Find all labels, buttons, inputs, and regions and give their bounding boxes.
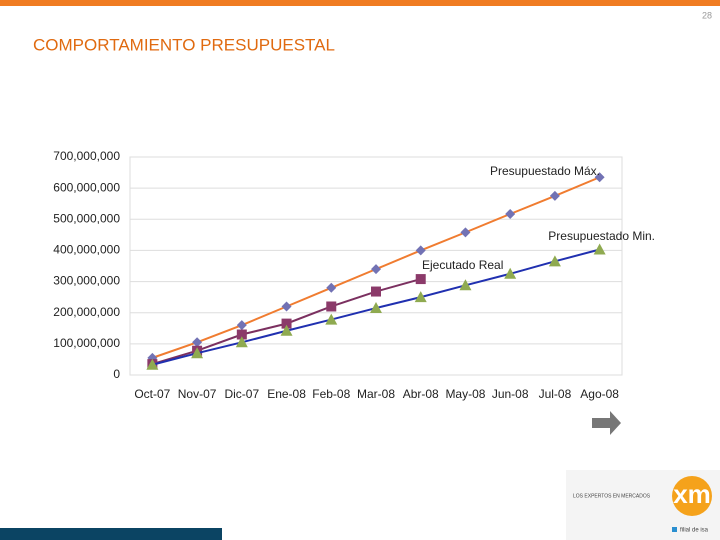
x-tick-label: Jul-08 [539, 387, 572, 401]
marker [594, 172, 605, 183]
logo-tagline: LOS EXPERTOS EN MERCADOS [573, 493, 651, 499]
marker [192, 337, 203, 348]
marker [415, 274, 426, 285]
marker [370, 302, 382, 314]
series-label: Presupuestado Min. [548, 229, 655, 243]
marker [235, 336, 248, 348]
marker [326, 282, 337, 293]
marker [371, 286, 381, 297]
marker [280, 324, 293, 336]
y-tick-label: 700,000,000 [53, 149, 120, 163]
logo-square [672, 527, 677, 532]
slide-title: COMPORTAMIENTO PRESUPUESTAL [33, 35, 335, 54]
y-tick-label: 100,000,000 [53, 336, 120, 350]
marker [415, 245, 426, 256]
marker [281, 301, 292, 312]
arrow-icon [592, 411, 621, 435]
x-tick-label: Mar-08 [357, 387, 395, 401]
y-tick-label: 0 [113, 367, 120, 381]
series-label: Presupuestado Máx. [490, 164, 600, 178]
marker [236, 320, 247, 331]
bottom-bar [0, 528, 222, 540]
x-tick-label: Jun-08 [492, 387, 529, 401]
marker [326, 301, 337, 312]
x-tick-label: Dic-07 [224, 387, 259, 401]
x-tick-label: Ene-08 [267, 387, 306, 401]
top-bar [0, 0, 720, 6]
logo-circle [672, 476, 712, 516]
marker [236, 329, 247, 340]
page-number: 28 [702, 10, 712, 20]
marker [504, 267, 517, 279]
marker [146, 358, 159, 370]
y-tick-label: 400,000,000 [53, 243, 120, 257]
y-tick-label: 600,000,000 [53, 180, 120, 194]
logo-mark: xm [673, 479, 711, 509]
marker [281, 318, 292, 329]
y-tick-label: 300,000,000 [53, 274, 120, 288]
y-tick-label: 200,000,000 [53, 305, 120, 319]
marker [371, 264, 381, 275]
marker [593, 243, 606, 255]
logo-subtitle: filial de isa [680, 528, 709, 534]
marker [459, 279, 472, 291]
marker [505, 208, 516, 219]
marker [460, 227, 471, 238]
x-tick-label: Feb-08 [312, 387, 350, 401]
marker [548, 255, 561, 267]
y-tick-label: 500,000,000 [53, 211, 120, 225]
x-tick-label: Oct-07 [134, 387, 170, 401]
x-tick-label: Nov-07 [178, 387, 217, 401]
marker [549, 190, 560, 201]
series-label: Ejecutado Real [422, 258, 503, 272]
x-tick-label: Abr-08 [403, 387, 439, 401]
marker [191, 347, 204, 359]
x-tick-label: May-08 [445, 387, 485, 401]
x-tick-label: Ago-08 [580, 387, 619, 401]
marker [325, 313, 338, 325]
marker [414, 291, 427, 303]
